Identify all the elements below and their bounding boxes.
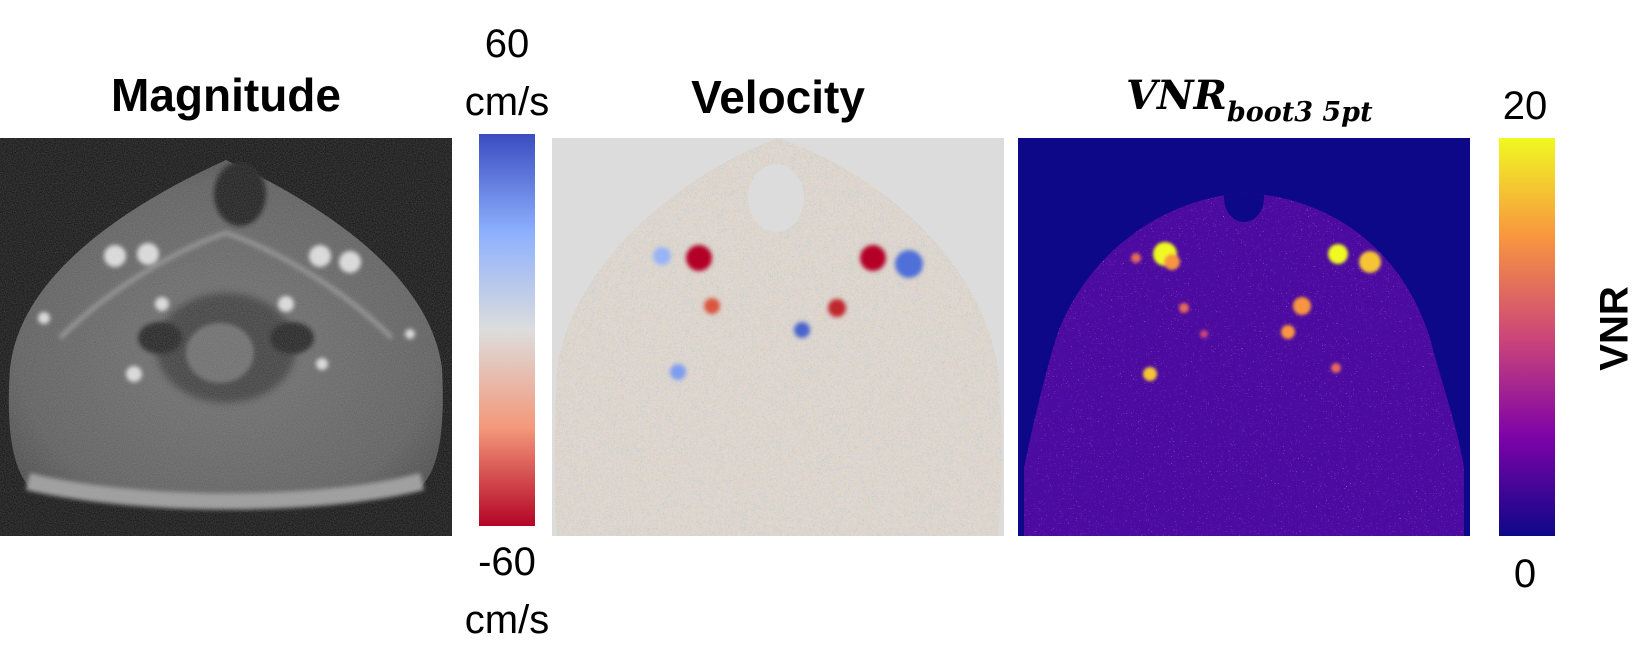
vnr-title-main: VNR (1126, 72, 1227, 119)
velocity-colorbar (479, 134, 535, 526)
velocity-colorbar-min-unit: cm/s (464, 598, 550, 642)
vnr-colorbar (1499, 138, 1555, 536)
vnr-image (1018, 138, 1470, 536)
vnr-title: VNRboot3 5pt (1126, 72, 1373, 128)
velocity-title: Velocity (691, 71, 865, 123)
vnr-title-sub: boot3 5pt (1226, 97, 1373, 128)
magnitude-image (0, 138, 452, 536)
velocity-colorbar-max-unit: cm/s (464, 80, 550, 124)
vnr-colorbar-min-value: 0 (1513, 552, 1537, 596)
velocity-colorbar-max-value: 60 (484, 22, 530, 66)
magnitude-title: Magnitude (111, 69, 341, 121)
vnr-colorbar-label: VNR (1592, 286, 1637, 371)
vnr-colorbar-max-value: 20 (1502, 84, 1548, 128)
velocity-colorbar-min-value: -60 (478, 540, 536, 584)
velocity-image (552, 138, 1004, 536)
